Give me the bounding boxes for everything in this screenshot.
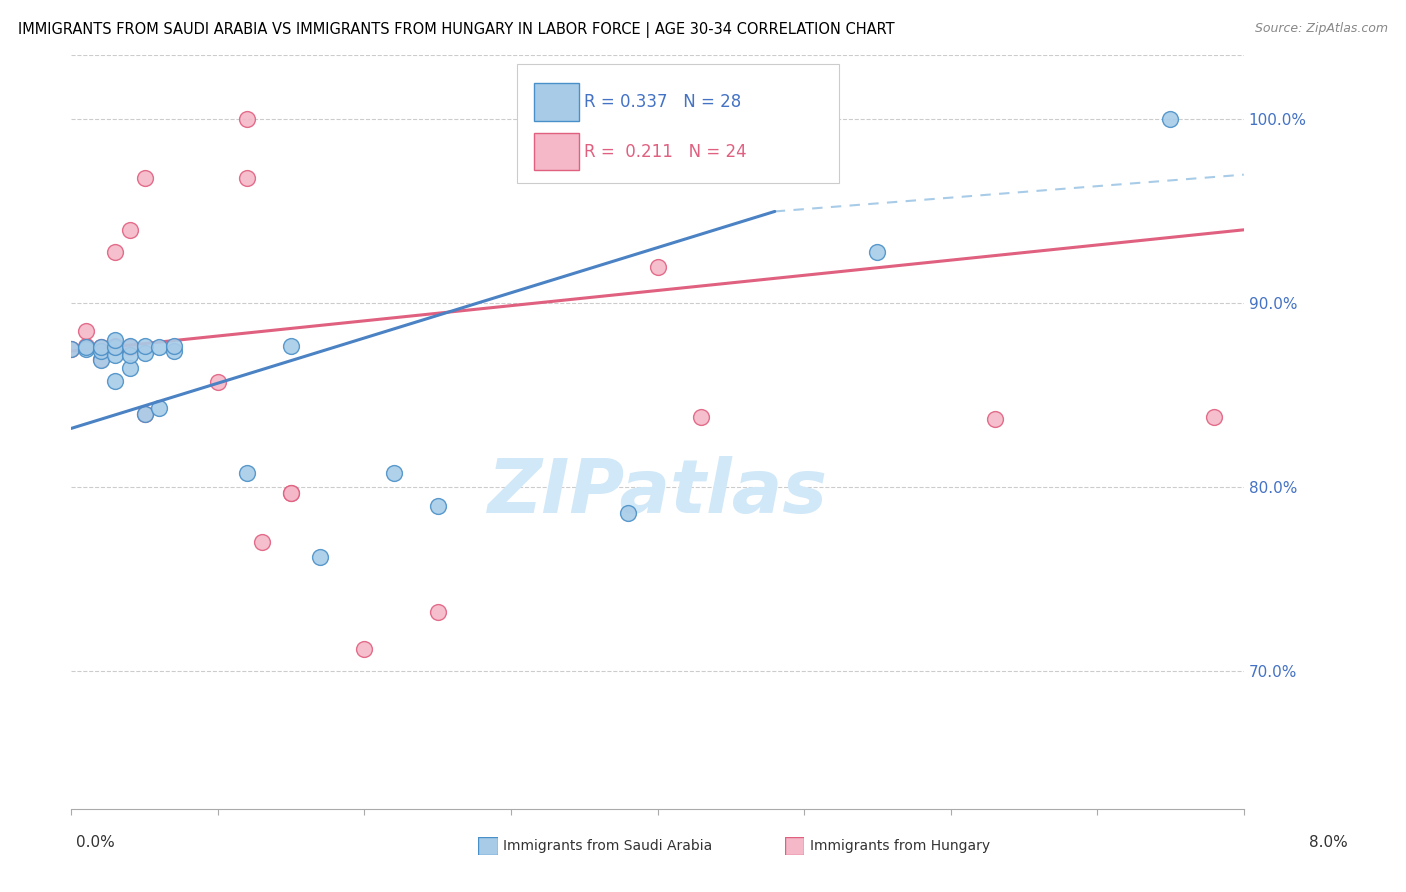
Point xyxy=(90,341,112,355)
Point xyxy=(118,348,141,362)
Point xyxy=(134,407,156,421)
Point xyxy=(250,535,273,549)
Point xyxy=(617,506,640,520)
Point xyxy=(280,485,302,500)
Point xyxy=(104,374,127,388)
Point xyxy=(309,550,332,565)
Text: IMMIGRANTS FROM SAUDI ARABIA VS IMMIGRANTS FROM HUNGARY IN LABOR FORCE | AGE 30-: IMMIGRANTS FROM SAUDI ARABIA VS IMMIGRAN… xyxy=(18,22,894,38)
Text: R =  0.211   N = 24: R = 0.211 N = 24 xyxy=(583,143,747,161)
Text: 8.0%: 8.0% xyxy=(1309,835,1348,849)
Point xyxy=(118,341,141,355)
Text: ZIPatlas: ZIPatlas xyxy=(488,456,828,529)
Point xyxy=(75,324,97,338)
Point xyxy=(134,346,156,360)
Point xyxy=(75,341,97,355)
FancyBboxPatch shape xyxy=(534,133,579,170)
Point xyxy=(983,412,1005,426)
Point xyxy=(134,339,156,353)
Point xyxy=(118,339,141,353)
Text: R = 0.337   N = 28: R = 0.337 N = 28 xyxy=(583,93,741,111)
Point xyxy=(104,333,127,347)
Point xyxy=(236,171,259,186)
Point xyxy=(134,407,156,421)
Point xyxy=(60,343,83,357)
Point xyxy=(163,339,186,353)
Point xyxy=(60,343,83,357)
Point xyxy=(148,341,170,355)
Point xyxy=(118,223,141,237)
Point xyxy=(426,605,449,619)
Point xyxy=(90,341,112,355)
Point xyxy=(134,171,156,186)
FancyBboxPatch shape xyxy=(517,64,839,183)
Point xyxy=(236,466,259,480)
Point xyxy=(163,344,186,359)
Point xyxy=(118,360,141,375)
FancyBboxPatch shape xyxy=(534,83,579,120)
Point xyxy=(690,410,713,425)
Text: Immigrants from Hungary: Immigrants from Hungary xyxy=(810,838,990,853)
Point xyxy=(647,260,669,274)
Point xyxy=(104,341,127,355)
Point xyxy=(104,348,127,362)
Point xyxy=(75,339,97,353)
Point xyxy=(148,401,170,416)
Point xyxy=(90,353,112,368)
Point xyxy=(236,112,259,127)
Point xyxy=(1204,410,1226,425)
Point xyxy=(866,244,889,259)
Text: Source: ZipAtlas.com: Source: ZipAtlas.com xyxy=(1254,22,1388,36)
Point xyxy=(353,642,375,657)
Point xyxy=(104,339,127,353)
Point xyxy=(90,351,112,366)
Text: 0.0%: 0.0% xyxy=(76,835,115,849)
Point xyxy=(280,339,302,353)
Text: Immigrants from Saudi Arabia: Immigrants from Saudi Arabia xyxy=(503,838,713,853)
Point xyxy=(207,376,229,390)
Point xyxy=(382,466,405,480)
Point xyxy=(280,485,302,500)
Point xyxy=(75,343,97,357)
Point xyxy=(90,344,112,359)
Point xyxy=(426,499,449,513)
Point xyxy=(104,341,127,355)
Point xyxy=(104,244,127,259)
Point xyxy=(1160,112,1182,127)
